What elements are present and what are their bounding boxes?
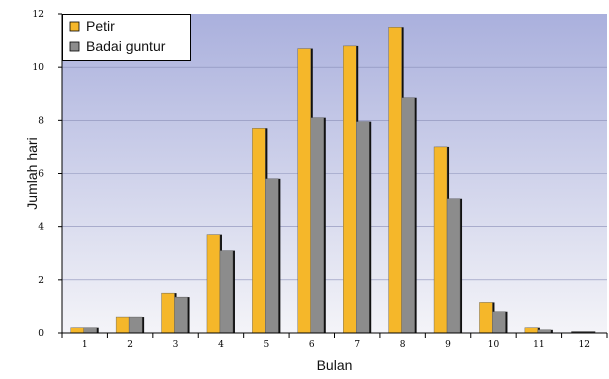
bar-petir-11 xyxy=(524,327,539,334)
bar-petir-1 xyxy=(70,327,84,334)
y-tick-label: 0 xyxy=(38,329,44,339)
x-tick-label: 9 xyxy=(445,340,451,350)
x-tick-label: 12 xyxy=(579,340,590,350)
bar-petir-6 xyxy=(297,48,311,334)
bar-badai-guntur-5 xyxy=(265,178,279,334)
x-tick-labels: 1 2 3 4 5 6 7 8 9 10 11 12 xyxy=(61,333,608,350)
bar-badai-guntur-1 xyxy=(83,327,97,334)
x-tick-label: 5 xyxy=(264,340,270,350)
y-tick-label: 6 xyxy=(38,170,44,180)
bar-badai-guntur-2 xyxy=(128,316,143,334)
x-tick-label: 10 xyxy=(488,340,500,350)
y-tick-label: 2 xyxy=(38,276,44,286)
legend-box xyxy=(62,14,191,61)
legend-label-badai-guntur: Badai guntur xyxy=(86,38,166,54)
bar-petir-7 xyxy=(343,45,357,334)
bar-badai-guntur-6 xyxy=(310,117,324,334)
bars xyxy=(70,27,596,334)
x-axis-title: Bulan xyxy=(317,357,353,373)
y-tick-label: 10 xyxy=(33,63,45,73)
x-tick-label: 8 xyxy=(400,340,406,350)
x-tick-label: 2 xyxy=(127,340,133,350)
bar-petir-10 xyxy=(479,302,493,334)
x-tick-label: 7 xyxy=(354,340,360,350)
bar-petir-9 xyxy=(433,146,448,334)
bar-petir-3 xyxy=(161,292,175,334)
bar-petir-4 xyxy=(206,234,221,334)
bar-badai-guntur-4 xyxy=(219,250,234,334)
legend-label-petir: Petir xyxy=(86,18,115,34)
bar-petir-5 xyxy=(252,128,266,334)
y-tick-label: 4 xyxy=(38,223,44,233)
x-tick-label: 11 xyxy=(533,340,544,350)
bar-petir-2 xyxy=(115,316,130,334)
y-axis-title: Jumlah hari xyxy=(24,137,40,209)
x-tick-label: 6 xyxy=(309,340,315,350)
y-tick-labels: 0 2 4 6 8 10 12 xyxy=(33,10,62,339)
y-tick-label: 12 xyxy=(33,10,44,20)
bar-petir-8 xyxy=(388,27,402,334)
bar-badai-guntur-3 xyxy=(174,296,188,334)
y-tick-label: 8 xyxy=(38,116,44,126)
legend-swatch-badai-guntur xyxy=(69,41,80,52)
bar-badai-guntur-9 xyxy=(446,198,461,334)
legend: Petir Badai guntur xyxy=(62,14,191,61)
x-tick-label: 3 xyxy=(173,340,179,350)
x-tick-label: 1 xyxy=(82,340,88,350)
x-tick-label: 4 xyxy=(218,340,224,350)
bar-badai-guntur-10 xyxy=(492,311,506,334)
grid-lines xyxy=(62,66,607,281)
bar-badai-guntur-7 xyxy=(356,121,370,334)
legend-swatch-petir xyxy=(69,21,80,32)
bar-badai-guntur-8 xyxy=(401,97,415,334)
